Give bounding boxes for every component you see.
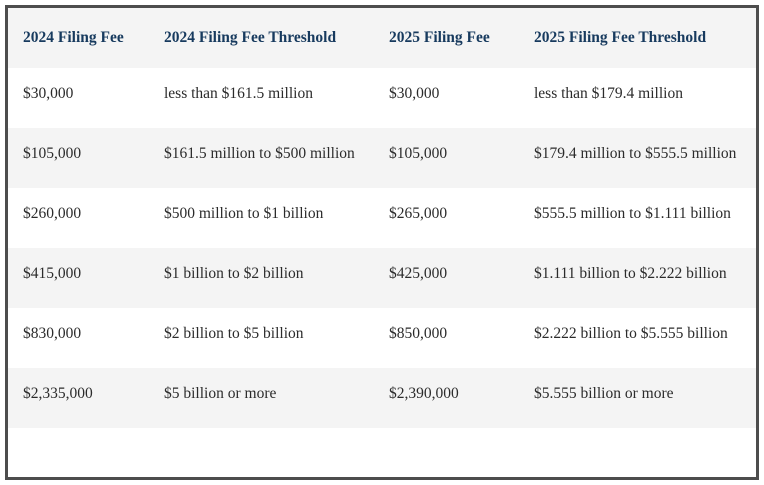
table-row: $260,000 $500 million to $1 billion $265… (8, 188, 756, 248)
cell-2024-fee: $105,000 (8, 128, 149, 188)
cell-2025-fee: $105,000 (374, 128, 519, 188)
header-2025-threshold: 2025 Filing Fee Threshold (519, 8, 756, 68)
table-row: $105,000 $161.5 million to $500 million … (8, 128, 756, 188)
cell-2024-fee: $2,335,000 (8, 368, 149, 428)
cell-2024-threshold: $2 billion to $5 billion (149, 308, 374, 368)
cell-2024-threshold: $500 million to $1 billion (149, 188, 374, 248)
header-2024-threshold: 2024 Filing Fee Threshold (149, 8, 374, 68)
cell-2024-fee: $830,000 (8, 308, 149, 368)
cell-2024-threshold: $1 billion to $2 billion (149, 248, 374, 308)
cell-2025-threshold: $1.111 billion to $2.222 billion (519, 248, 756, 308)
cell-2025-fee: $850,000 (374, 308, 519, 368)
cell-2024-fee: $415,000 (8, 248, 149, 308)
table-header-row: 2024 Filing Fee 2024 Filing Fee Threshol… (8, 8, 756, 68)
cell-2024-threshold: less than $161.5 million (149, 68, 374, 128)
table-row: $2,335,000 $5 billion or more $2,390,000… (8, 368, 756, 428)
cell-2025-threshold: $2.222 billion to $5.555 billion (519, 308, 756, 368)
fee-table-frame: 2024 Filing Fee 2024 Filing Fee Threshol… (5, 5, 759, 480)
cell-2025-threshold: $555.5 million to $1.111 billion (519, 188, 756, 248)
cell-2025-threshold: $5.555 billion or more (519, 368, 756, 428)
cell-2024-fee: $30,000 (8, 68, 149, 128)
cell-2024-threshold: $5 billion or more (149, 368, 374, 428)
cell-2024-threshold: $161.5 million to $500 million (149, 128, 374, 188)
cell-2025-fee: $30,000 (374, 68, 519, 128)
cell-2025-threshold: $179.4 million to $555.5 million (519, 128, 756, 188)
header-2024-filing-fee: 2024 Filing Fee (8, 8, 149, 68)
filing-fee-table: 2024 Filing Fee 2024 Filing Fee Threshol… (8, 8, 756, 428)
header-2025-filing-fee: 2025 Filing Fee (374, 8, 519, 68)
cell-2025-fee: $265,000 (374, 188, 519, 248)
cell-2025-threshold: less than $179.4 million (519, 68, 756, 128)
table-row: $415,000 $1 billion to $2 billion $425,0… (8, 248, 756, 308)
cell-2025-fee: $425,000 (374, 248, 519, 308)
cell-2024-fee: $260,000 (8, 188, 149, 248)
cell-2025-fee: $2,390,000 (374, 368, 519, 428)
table-row: $30,000 less than $161.5 million $30,000… (8, 68, 756, 128)
table-row: $830,000 $2 billion to $5 billion $850,0… (8, 308, 756, 368)
